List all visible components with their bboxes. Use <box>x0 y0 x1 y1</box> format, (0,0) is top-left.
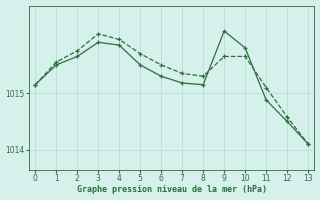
X-axis label: Graphe pression niveau de la mer (hPa): Graphe pression niveau de la mer (hPa) <box>77 185 267 194</box>
